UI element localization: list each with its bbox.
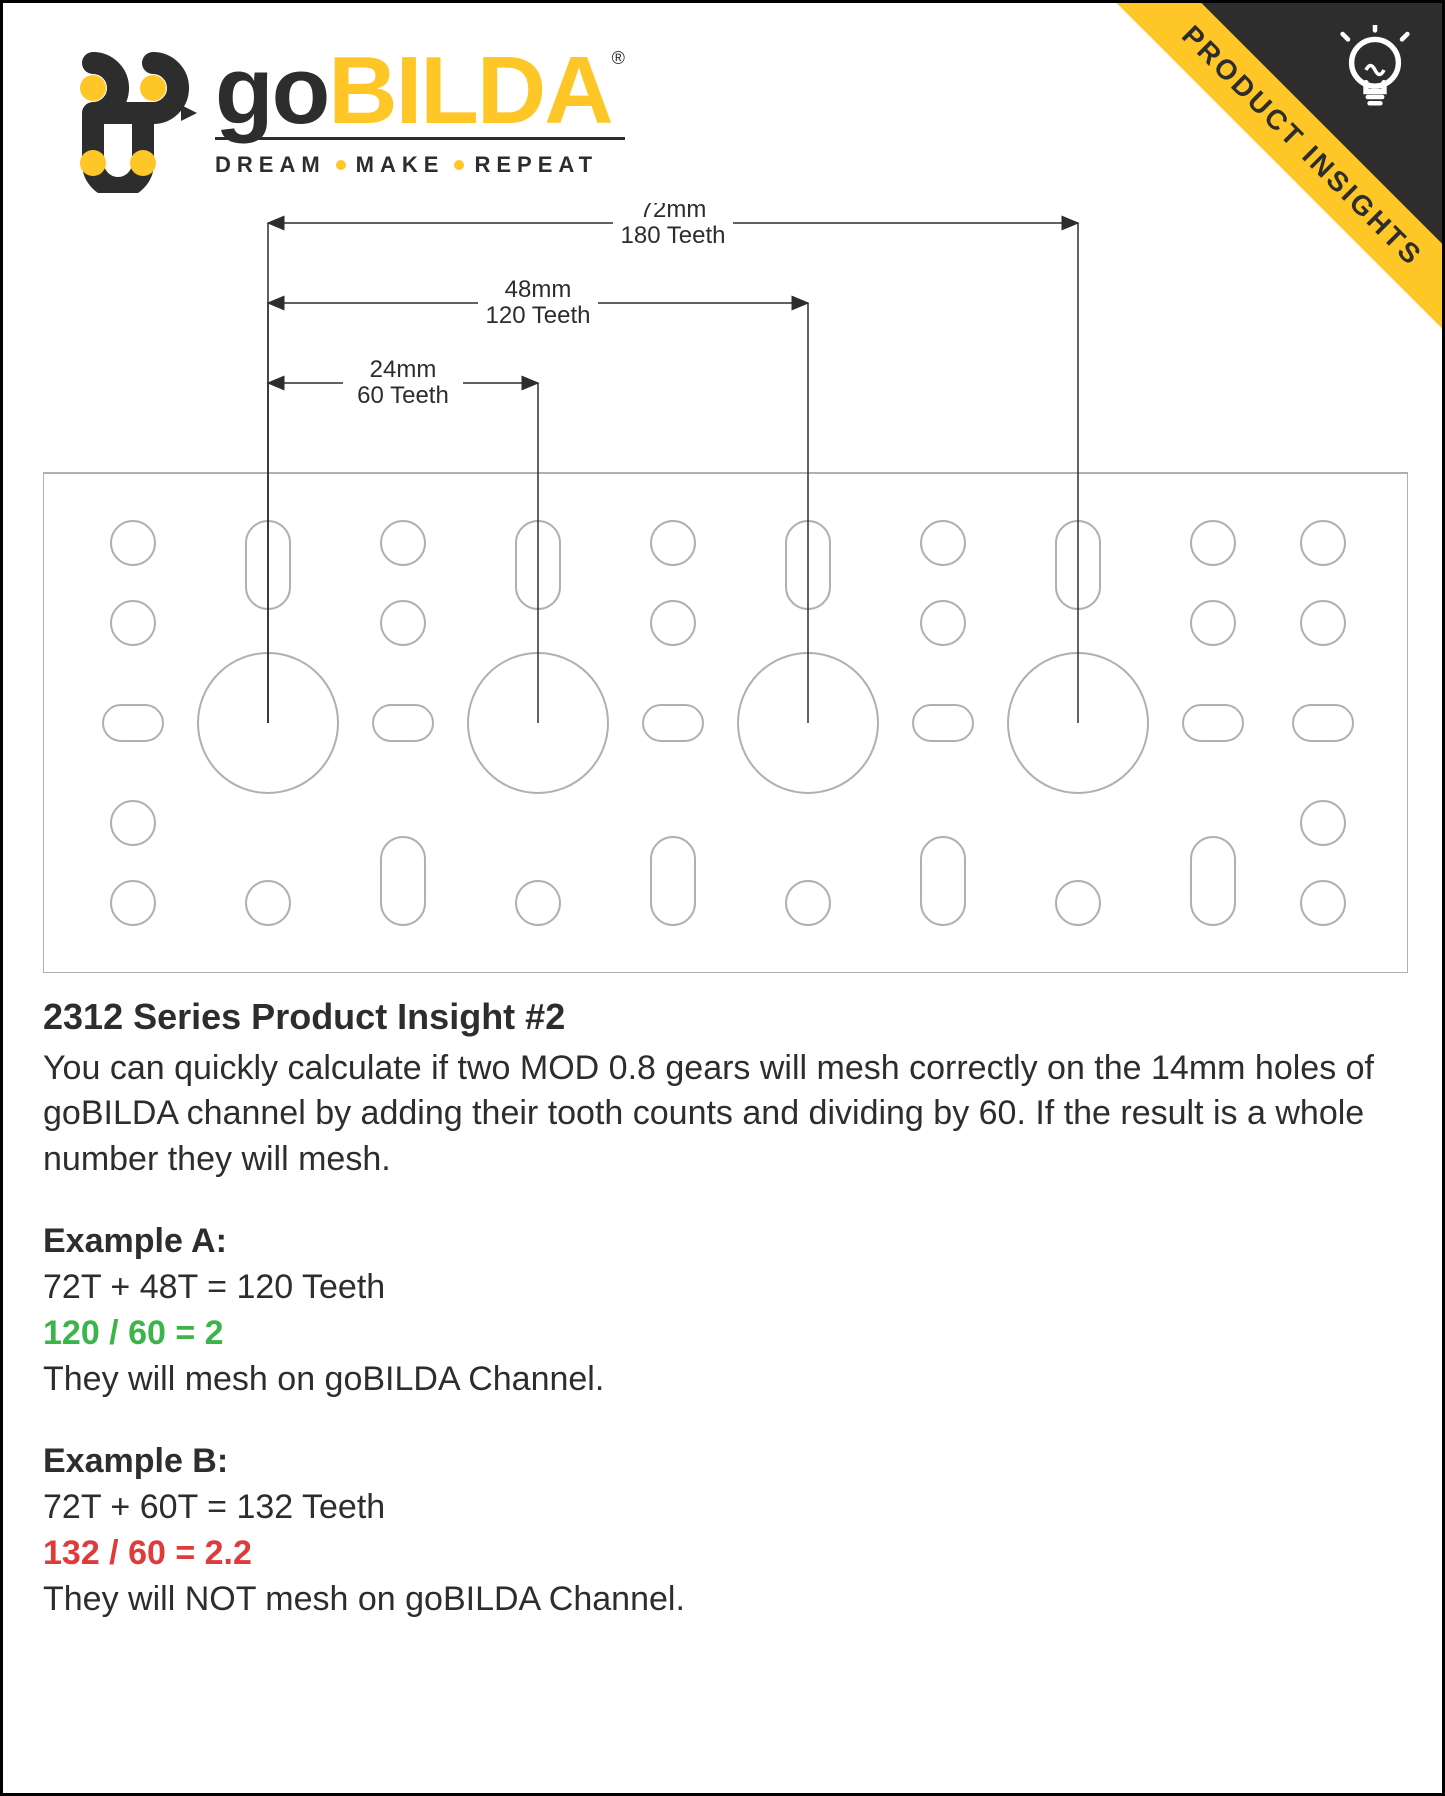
svg-text:24mm: 24mm	[370, 356, 437, 383]
example-b-title: Example B:	[43, 1439, 1402, 1485]
tagline-repeat: REPEAT	[474, 152, 598, 178]
content-body: 2312 Series Product Insight #2 You can q…	[43, 993, 1402, 1658]
example-a-result: 120 / 60 = 2	[43, 1311, 1402, 1357]
logo-mark-icon	[43, 33, 203, 193]
example-b-result: 132 / 60 = 2.2	[43, 1531, 1402, 1577]
tagline-dream: DREAM	[215, 152, 326, 178]
gobilda-logo: goBILDA® DREAM MAKE REPEAT	[43, 33, 625, 193]
svg-text:72mm: 72mm	[640, 203, 707, 223]
example-a-line1: 72T + 48T = 120 Teeth	[43, 1265, 1402, 1311]
example-a: Example A: 72T + 48T = 120 Teeth 120 / 6…	[43, 1219, 1402, 1403]
insight-title: 2312 Series Product Insight #2	[43, 993, 1402, 1042]
logo-go: go	[215, 37, 328, 144]
svg-text:120 Teeth: 120 Teeth	[486, 302, 591, 329]
channel-diagram: 72mm180 Teeth 48mm120 Teeth 24mm60 Teeth	[43, 203, 1408, 973]
example-b-conclusion: They will NOT mesh on goBILDA Channel.	[43, 1577, 1402, 1623]
svg-text:48mm: 48mm	[505, 276, 572, 303]
dot-separator-icon	[336, 160, 346, 170]
logo-tagline: DREAM MAKE REPEAT	[215, 152, 625, 178]
logo-bilda: BILDA	[328, 37, 611, 144]
svg-text:180 Teeth: 180 Teeth	[621, 222, 726, 249]
svg-text:60 Teeth: 60 Teeth	[357, 382, 449, 409]
insight-paragraph: You can quickly calculate if two MOD 0.8…	[43, 1046, 1402, 1184]
logo-registered: ®	[612, 48, 625, 68]
dot-separator-icon	[454, 160, 464, 170]
tagline-make: MAKE	[356, 152, 445, 178]
example-a-conclusion: They will mesh on goBILDA Channel.	[43, 1357, 1402, 1403]
example-b: Example B: 72T + 60T = 132 Teeth 132 / 6…	[43, 1439, 1402, 1623]
example-b-line1: 72T + 60T = 132 Teeth	[43, 1485, 1402, 1531]
example-a-title: Example A:	[43, 1219, 1402, 1265]
lightbulb-icon	[1330, 25, 1420, 115]
logo-text: goBILDA® DREAM MAKE REPEAT	[215, 48, 625, 177]
